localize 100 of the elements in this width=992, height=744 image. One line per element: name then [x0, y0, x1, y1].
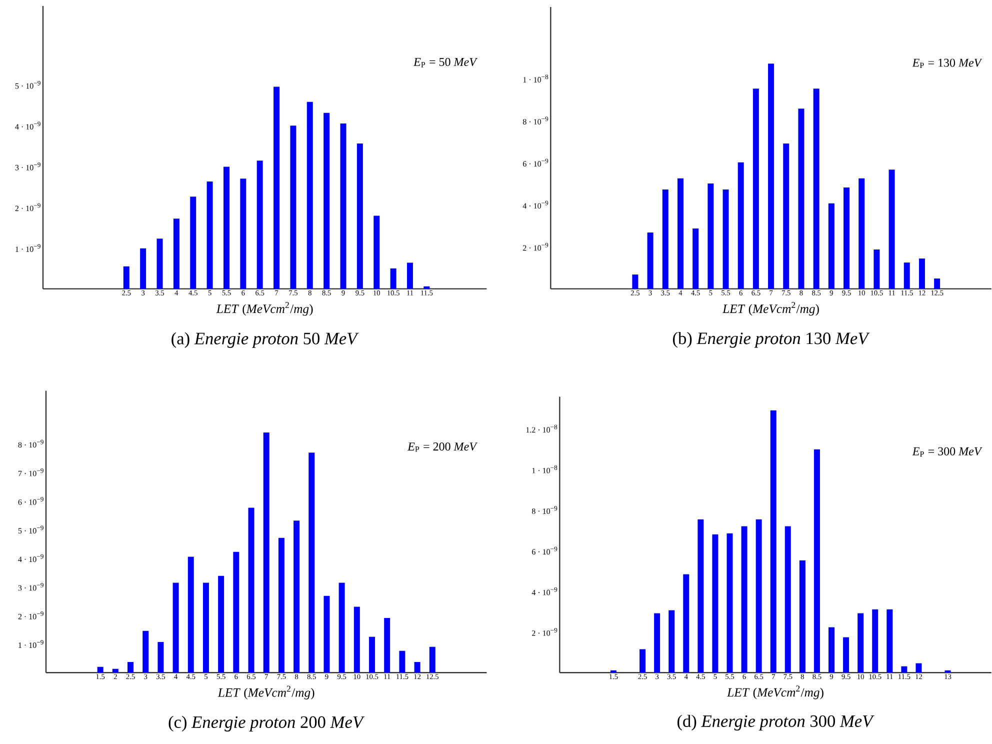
- y-tick-label: 3 · 10$^{−9}$: [18, 583, 44, 591]
- bar: [278, 538, 284, 673]
- bar: [668, 610, 675, 673]
- bar: [798, 108, 804, 290]
- annotation: E$_{P}$ = 50 MeV: [413, 58, 478, 68]
- bar: [324, 596, 330, 673]
- y-tick-label: 4 · 10$^{−9}$: [532, 588, 558, 596]
- bar: [97, 667, 104, 673]
- bar: [356, 144, 363, 290]
- bar: [414, 662, 420, 673]
- y-tick-label: 1.2 · 10$^{−8}$: [526, 424, 558, 433]
- x-axis-title: LET (MeVcm$^{2}$/mg): [726, 686, 824, 700]
- text: (d) Energie proton 300 MeV: [677, 715, 874, 731]
- bar: [647, 232, 654, 290]
- bar: [324, 113, 330, 290]
- bar: [308, 452, 315, 673]
- y-tick-label: 2 · 10$^{−9}$: [18, 612, 44, 620]
- y-tick-label: 8 · 10$^{−9}$: [18, 440, 44, 448]
- annotation: E$_{P}$ = 300 MeV: [912, 447, 982, 457]
- bar: [190, 196, 196, 290]
- text: (a) Energie proton 50 MeV: [172, 332, 359, 348]
- bar: [202, 582, 209, 673]
- y-tick-label: 6 · 10$^{−9}$: [523, 158, 548, 167]
- bar: [843, 637, 850, 673]
- y-tick-label: 1 · 10$^{−8}$: [532, 466, 558, 474]
- bar: [858, 178, 865, 290]
- bar: [692, 228, 699, 290]
- bar: [263, 432, 270, 673]
- bar: [916, 663, 922, 673]
- bar: [726, 534, 733, 673]
- x-axis-title: LET (MeVcm$^{2}$/mg): [218, 686, 314, 700]
- y-tick-label: 2 · 10$^{−9}$: [15, 203, 40, 212]
- bar: [424, 286, 430, 290]
- y-tick-label: 4 · 10$^{−9}$: [522, 200, 548, 209]
- bar: [770, 410, 776, 673]
- bar: [813, 88, 820, 290]
- bar: [799, 560, 806, 673]
- y-tick-label: 2 · 10$^{−9}$: [532, 628, 558, 636]
- bar: [142, 631, 149, 673]
- y-tick-label: 5 · 10$^{−9}$: [15, 81, 40, 89]
- bar: [128, 662, 134, 673]
- bar: [683, 574, 690, 673]
- bar: [140, 248, 146, 290]
- bar: [354, 607, 360, 673]
- bar: [173, 218, 180, 290]
- bar: [248, 508, 254, 673]
- bar: [206, 182, 213, 290]
- bar: [888, 170, 895, 290]
- text: (b) Energie proton 130 MeV: [672, 332, 870, 348]
- bar: [677, 178, 684, 290]
- bar: [256, 160, 263, 290]
- bar: [274, 87, 280, 290]
- bar: [874, 250, 880, 290]
- bar: [858, 613, 864, 673]
- bar: [340, 124, 346, 290]
- bar: [698, 520, 704, 673]
- bar: [172, 582, 179, 673]
- bar: [158, 642, 164, 673]
- bar: [872, 610, 878, 673]
- bar: [828, 204, 834, 290]
- bar: [640, 649, 646, 673]
- bar: [768, 64, 774, 290]
- bar: [752, 88, 759, 290]
- bar: [918, 258, 925, 290]
- y-tick-label: 1 · 10$^{−8}$: [523, 74, 548, 83]
- bar: [654, 613, 660, 673]
- bar: [904, 262, 910, 290]
- bar: [156, 238, 163, 290]
- bar: [429, 647, 436, 673]
- bar: [233, 552, 240, 673]
- annotation: E$_{P}$ = 200 MeV: [407, 442, 478, 452]
- bar: [188, 556, 194, 673]
- bar: [814, 450, 820, 673]
- bar: [934, 278, 940, 290]
- y-tick-label: 1 · 10$^{−9}$: [18, 640, 44, 648]
- bar: [828, 627, 834, 673]
- bar: [712, 534, 718, 673]
- bar: [369, 637, 375, 673]
- y-tick-label: 4 · 10$^{−9}$: [18, 554, 44, 562]
- bar: [290, 126, 296, 290]
- bar: [374, 216, 380, 290]
- annotation: E$_{P}$ = 130 MeV: [912, 58, 982, 68]
- y-tick-label: 7 · 10$^{−9}$: [18, 468, 44, 476]
- bar: [784, 526, 791, 673]
- bar: [756, 520, 762, 673]
- bar: [886, 610, 893, 673]
- bar: [632, 274, 638, 290]
- y-tick-label: 1 · 10$^{−9}$: [16, 244, 40, 252]
- bar: [901, 666, 908, 673]
- y-tick-label: 6 · 10$^{−9}$: [532, 546, 558, 555]
- bar: [240, 178, 246, 290]
- bar: [783, 144, 790, 290]
- bar: [722, 190, 729, 290]
- y-tick-label: 5 · 10$^{−9}$: [18, 526, 44, 534]
- bar: [123, 266, 130, 290]
- bar: [223, 167, 230, 290]
- bar: [390, 268, 396, 290]
- x-axis-title: LET (MeVcm$^{2}$/mg): [216, 302, 313, 316]
- bar: [738, 162, 744, 290]
- bar: [294, 520, 300, 673]
